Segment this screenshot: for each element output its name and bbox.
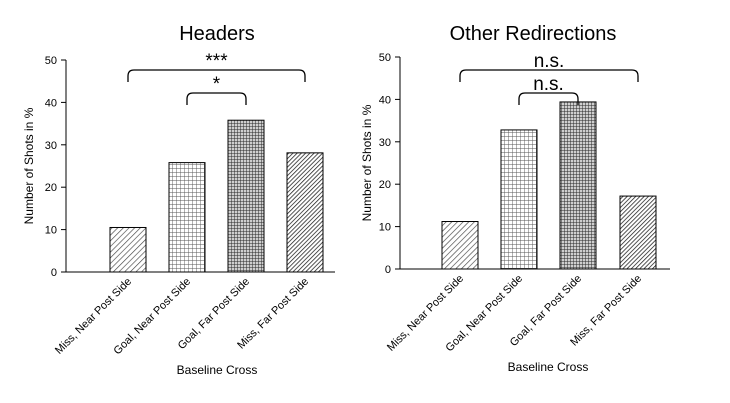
bars (109, 119, 324, 273)
bar-3 (619, 195, 657, 270)
chart-other-redirections: Other Redirections Number of Shots in % … (360, 23, 670, 374)
x-axis-label: Baseline Cross (508, 360, 589, 374)
significance-label: * (213, 74, 221, 95)
y-tick-label: 30 (45, 140, 57, 152)
bar-3 (286, 152, 324, 273)
y-tick-label: 0 (385, 264, 391, 276)
significance-bracket (518, 92, 579, 105)
chart-title: Headers (179, 23, 255, 45)
y-tick-label: 30 (379, 137, 391, 149)
y-tick-label: 40 (45, 97, 57, 109)
y-tick-label: 10 (45, 225, 57, 237)
y-tick-label: 50 (45, 55, 57, 67)
chart-title: Other Redirections (450, 23, 617, 45)
significance-label: *** (205, 51, 228, 72)
bar-2 (227, 119, 265, 273)
significance-brackets: n.s.n.s. (459, 51, 639, 105)
y-tick-label: 20 (45, 182, 57, 194)
significance-label: n.s. (533, 74, 564, 95)
x-axis-label: Baseline Cross (177, 363, 258, 377)
bar-0 (109, 226, 147, 273)
bar-0 (441, 221, 479, 270)
bar-1 (500, 129, 538, 270)
bar-2 (559, 101, 597, 270)
y-axis-label: Number of Shots in % (22, 107, 36, 224)
y-tick-label: 40 (379, 94, 391, 106)
y-tick-label: 10 (379, 222, 391, 234)
significance-bracket (186, 92, 247, 105)
y-tick-label: 20 (379, 179, 391, 191)
bars (441, 101, 657, 270)
significance-label: n.s. (534, 51, 565, 72)
y-tick-label: 50 (379, 52, 391, 64)
significance-brackets: **** (127, 51, 306, 105)
significance-bracket (127, 69, 306, 82)
bar-1 (168, 162, 206, 273)
y-tick-label: 0 (51, 267, 57, 279)
y-axis-label: Number of Shots in % (360, 104, 374, 221)
chart-headers: Headers Number of Shots in % Baseline Cr… (22, 23, 335, 377)
significance-bracket (459, 69, 639, 82)
